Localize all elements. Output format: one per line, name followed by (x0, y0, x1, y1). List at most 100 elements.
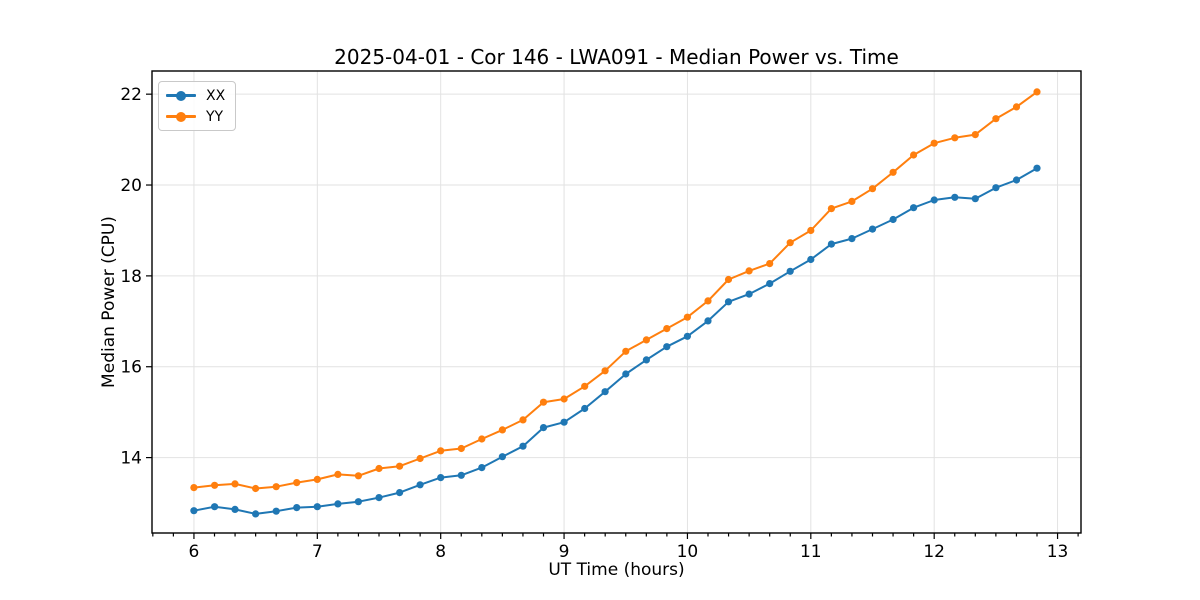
legend-sample-xx (166, 90, 196, 101)
data-point (437, 447, 445, 455)
data-point (971, 195, 979, 203)
data-point (622, 347, 630, 355)
data-point (252, 484, 260, 493)
x-axis-label: UT Time (hours) (548, 560, 685, 580)
legend-item-xx: XX (166, 87, 225, 104)
data-point (951, 134, 959, 142)
data-point (724, 275, 733, 284)
x-tick-label: 7 (312, 542, 323, 562)
data-point (724, 298, 733, 306)
data-point (786, 267, 794, 275)
data-point (848, 197, 856, 205)
data-point (827, 205, 836, 213)
data-point (1033, 164, 1041, 172)
data-point (992, 184, 1000, 192)
data-point (396, 462, 404, 470)
data-point (1033, 88, 1041, 96)
data-point (313, 475, 321, 483)
tick-labels: 6 7 8 9 10 11 12 13 14 16 18 20 22 (120, 85, 1068, 562)
data-point (807, 255, 815, 264)
data-point (868, 185, 877, 193)
data-point (889, 168, 897, 176)
data-point (539, 424, 548, 432)
data-point (334, 470, 342, 478)
data-point (889, 215, 897, 224)
data-point (971, 131, 979, 139)
data-point (663, 343, 671, 351)
data-point (211, 503, 219, 511)
data-point (560, 395, 568, 403)
data-point (868, 225, 877, 233)
data-point (683, 332, 692, 340)
data-point (766, 260, 774, 268)
series-line (192, 167, 1038, 515)
legend-sample-yy (166, 111, 196, 122)
data-point (560, 418, 568, 426)
data-point (539, 398, 548, 406)
legend-item-yy: YY (166, 108, 225, 125)
data-point (848, 235, 856, 243)
x-tick-label: 12 (923, 542, 945, 562)
data-point (519, 442, 527, 450)
data-point (396, 489, 404, 497)
chart-title: 2025-04-01 - Cor 146 - LWA091 - Median P… (334, 45, 899, 69)
data-point (478, 464, 486, 472)
data-point (1012, 103, 1021, 111)
data-point (601, 388, 609, 396)
data-point (581, 382, 589, 390)
data-point (519, 416, 527, 424)
data-point (930, 139, 938, 147)
data-point (231, 480, 239, 488)
data-point (334, 500, 342, 508)
data-point (663, 325, 671, 333)
ticks (146, 93, 1079, 539)
series-yy (190, 88, 1041, 493)
data-point (457, 471, 465, 479)
legend-label-xx: XX (206, 87, 226, 104)
data-point (211, 481, 219, 489)
data-point (416, 454, 424, 463)
data-point (272, 483, 280, 491)
x-tick-label: 9 (559, 542, 570, 562)
data-point (252, 510, 260, 518)
grid (152, 71, 1081, 533)
data-point (416, 481, 424, 489)
data-point (910, 204, 918, 212)
y-tick-label: 22 (120, 85, 142, 105)
data-point (642, 336, 651, 344)
x-tick-label: 8 (435, 542, 446, 562)
data-point (354, 472, 362, 480)
y-tick-label: 14 (120, 449, 142, 469)
data-point (683, 313, 692, 321)
data-point (581, 404, 589, 413)
x-tick-label: 11 (800, 542, 822, 562)
data-point (704, 317, 712, 325)
data-point (622, 370, 630, 378)
x-tick-label: 6 (189, 542, 200, 562)
y-tick-label: 20 (120, 176, 142, 196)
x-tick-label: 13 (1047, 542, 1069, 562)
legend-label-yy: YY (206, 108, 224, 125)
data-point (827, 240, 836, 248)
data-point (601, 367, 609, 375)
data-point (375, 464, 383, 473)
data-point (498, 426, 506, 434)
data-point (704, 297, 712, 305)
series-xx (190, 164, 1041, 518)
data-point (231, 505, 239, 513)
data-point (293, 504, 301, 512)
data-point (272, 507, 280, 515)
data-point (951, 193, 959, 201)
data-point (807, 226, 815, 235)
data-point (190, 507, 198, 515)
x-tick-label: 10 (677, 542, 699, 562)
axes-frame (151, 70, 1082, 534)
series-line (192, 90, 1038, 490)
data-point (293, 479, 301, 487)
data-point (745, 267, 753, 275)
data-point (190, 484, 198, 492)
legend-marker-icon (176, 111, 186, 122)
data-point (642, 356, 651, 364)
data-point (745, 290, 753, 298)
